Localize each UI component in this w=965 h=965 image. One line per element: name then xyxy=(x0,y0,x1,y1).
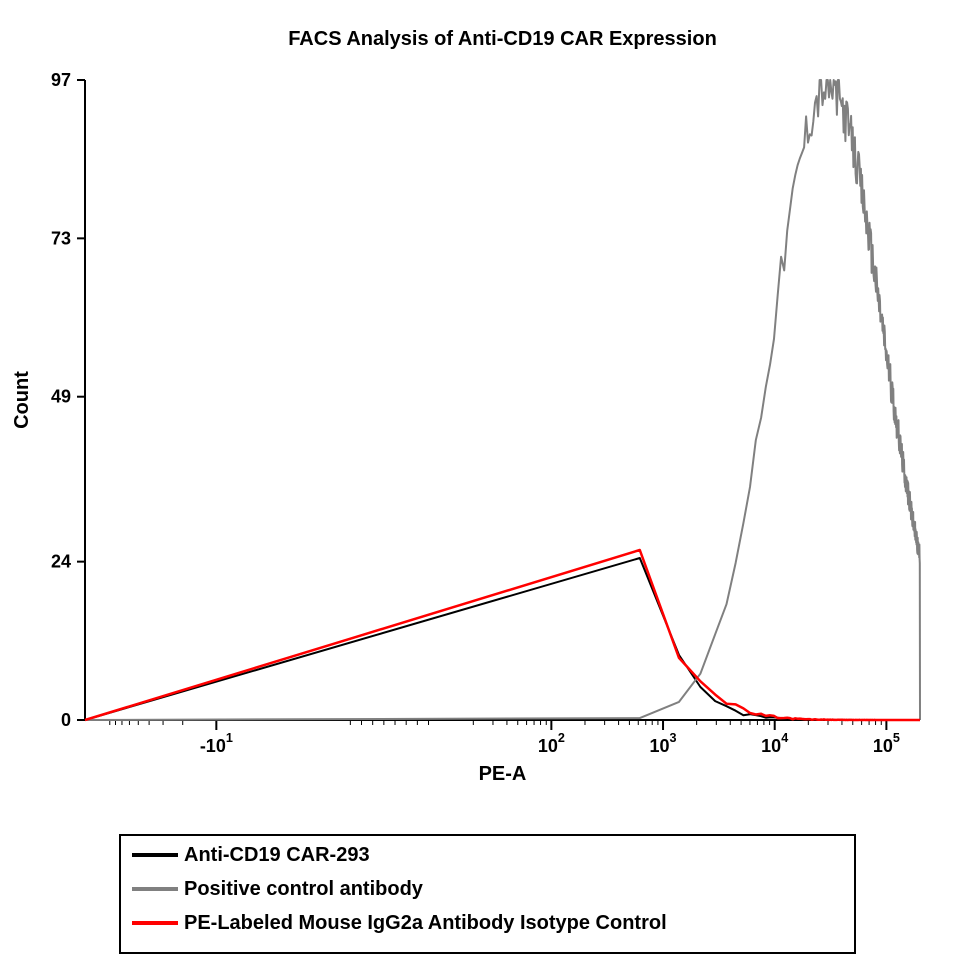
series-line xyxy=(85,80,920,720)
x-tick-label: 102 xyxy=(538,731,565,756)
facs-chart: FACS Analysis of Anti-CD19 CAR Expressio… xyxy=(0,0,965,965)
y-tick-label: 0 xyxy=(61,710,71,730)
y-tick-label: 49 xyxy=(51,387,71,407)
legend-label: PE-Labeled Mouse IgG2a Antibody Isotype … xyxy=(184,912,667,934)
x-axis-label: PE-A xyxy=(479,763,527,785)
x-tick-label: -101 xyxy=(200,731,233,756)
chart-title: FACS Analysis of Anti-CD19 CAR Expressio… xyxy=(288,28,717,50)
series-line xyxy=(85,558,920,720)
legend-label: Positive control antibody xyxy=(184,878,424,900)
chart-container: FACS Analysis of Anti-CD19 CAR Expressio… xyxy=(0,0,965,965)
y-tick-label: 24 xyxy=(51,552,71,572)
y-axis-label: Count xyxy=(11,371,33,429)
x-tick-label: 104 xyxy=(761,731,788,756)
series-line xyxy=(85,550,920,720)
x-tick-label: 105 xyxy=(873,731,900,756)
y-tick-label: 97 xyxy=(51,70,71,90)
y-tick-label: 73 xyxy=(51,228,71,248)
legend-label: Anti-CD19 CAR-293 xyxy=(184,844,370,866)
x-tick-label: 103 xyxy=(650,731,677,756)
